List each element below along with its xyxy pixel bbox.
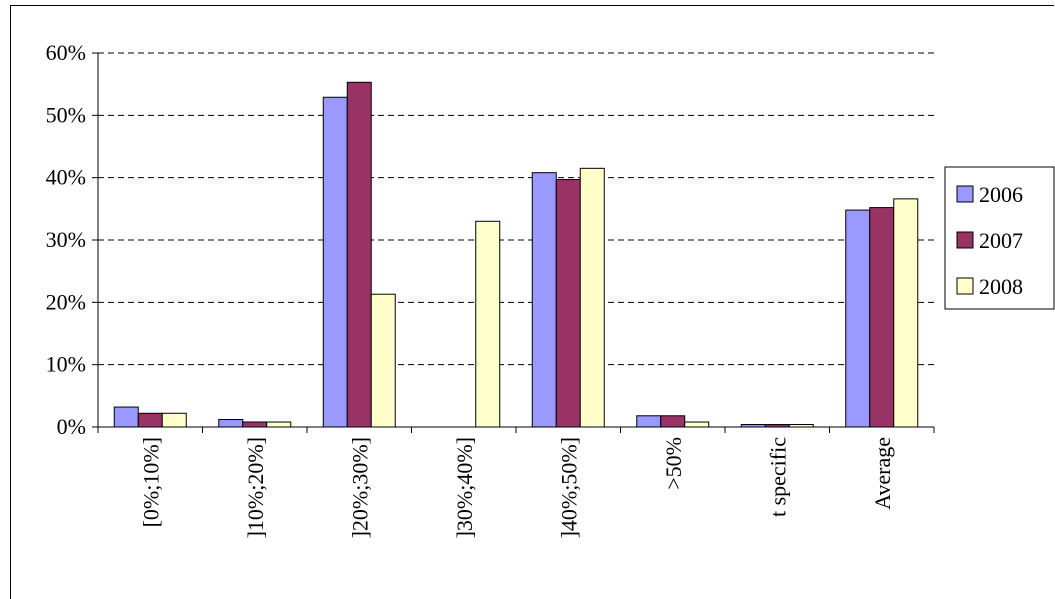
x-tick-label: Average [870, 437, 895, 510]
bar-2007 [346, 81, 372, 428]
bar-2006 [113, 406, 139, 428]
x-tick-label: t specific [765, 437, 790, 517]
gridlines [98, 52, 934, 366]
bar-2008 [266, 421, 292, 428]
legend-label-2008: 2008 [979, 274, 1023, 299]
bar-2007 [555, 179, 581, 428]
x-tick-label: ]10%;20%] [243, 437, 268, 538]
x-tick-label: ]30%;40%] [452, 437, 477, 538]
bar-2007 [242, 421, 268, 428]
x-tick-label: >50% [661, 437, 686, 490]
x-tick-labels: [0%;10%] ]10%;20%] ]20%;30%] ]30%;40%] ]40%;… [138, 437, 895, 539]
y-tick-label: 0% [57, 414, 86, 439]
bar-2007 [137, 412, 163, 428]
y-tick-label: 20% [46, 289, 86, 314]
bar-2006 [218, 419, 244, 428]
legend-label-2007: 2007 [979, 228, 1023, 253]
bar-2008 [893, 198, 919, 428]
bars [113, 81, 919, 428]
bar-2007 [660, 415, 686, 428]
bar-2006 [322, 96, 348, 428]
y-tick-label: 60% [46, 40, 86, 65]
bar-2007 [869, 207, 895, 428]
y-tick-label: 10% [46, 352, 86, 377]
axes [92, 52, 935, 433]
bar-2006 [531, 172, 557, 428]
y-tick-label: 30% [46, 227, 86, 252]
x-tick-label: [0%;10%] [138, 437, 163, 527]
x-tick-label: ]20%;30%] [347, 437, 372, 538]
y-tick-label: 50% [46, 102, 86, 127]
legend-swatch-2006 [956, 185, 974, 203]
bar-2008 [684, 421, 710, 428]
legend-swatch-2008 [956, 277, 974, 295]
bar-2006 [845, 209, 871, 428]
x-tick-label: ]40%;50%] [556, 437, 581, 538]
bar-2008 [161, 412, 187, 428]
legend-swatch-2007 [956, 231, 974, 249]
y-tick-labels: 0% 10% 20% 30% 40% 50% 60% [46, 40, 86, 439]
y-tick-label: 40% [46, 165, 86, 190]
legend-label-2006: 2006 [979, 182, 1023, 207]
bar-2008 [475, 220, 501, 428]
bar-2008 [370, 293, 396, 428]
bar-2006 [636, 415, 662, 428]
legend: 2006 2007 2008 [944, 166, 1055, 310]
bar-2008 [579, 167, 605, 428]
